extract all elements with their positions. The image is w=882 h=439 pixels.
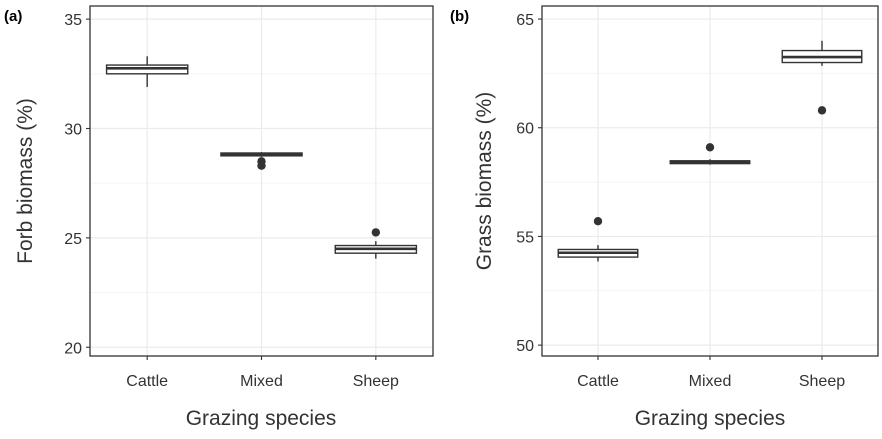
- y-tick-label: 65: [516, 12, 534, 29]
- outlier-point: [817, 106, 827, 115]
- panel-b-y-ticks: 50 55 60 65: [516, 12, 542, 355]
- y-tick-label: 35: [64, 12, 82, 29]
- panel-b-x-axis-title: Grazing species: [635, 407, 786, 430]
- y-tick-label: 25: [64, 231, 82, 248]
- panel-a-boxes: [105, 56, 418, 259]
- panel-b-box-mixed: [669, 143, 751, 165]
- panel-a-y-axis-title: Forb biomass (%): [14, 98, 37, 264]
- panel-b-y-axis-title: Grass biomass (%): [473, 92, 496, 271]
- y-tick-label: 30: [64, 122, 82, 139]
- panel-a-tag: (a): [4, 8, 22, 25]
- y-tick-label: 60: [516, 121, 534, 138]
- x-tick-label: Sheep: [799, 373, 845, 390]
- panel-a-x-axis-title: Grazing species: [186, 407, 337, 430]
- x-tick-label: Mixed: [689, 373, 732, 390]
- panel-a-box-sheep: [334, 228, 418, 259]
- panel-b: (b) 50 55 60 65 Cattle Mixed Sheep Grazing sp…: [450, 5, 879, 430]
- x-tick-label: Sheep: [353, 373, 399, 390]
- panel-a-box-mixed: [220, 152, 303, 170]
- panel-b-x-ticks: Cattle Mixed Sheep: [577, 356, 845, 390]
- panel-a-y-ticks: 20 25 30 35: [64, 12, 90, 357]
- panel-b-tag: (b): [450, 8, 469, 25]
- x-tick-label: Mixed: [240, 373, 283, 390]
- y-tick-label: 50: [516, 338, 534, 355]
- y-tick-label: 20: [64, 340, 82, 357]
- outlier-point: [593, 217, 603, 226]
- panel-a-box-cattle: [105, 56, 189, 87]
- outlier-point: [705, 143, 715, 152]
- panel-a: (a) 20 25 30 35 Cattle Mixed Sheep Grazing sp…: [4, 5, 434, 430]
- panel-b-gridlines: [542, 6, 878, 356]
- panel-b-box-sheep: [781, 40, 863, 115]
- x-tick-label: Cattle: [577, 373, 619, 390]
- outlier-point: [257, 157, 266, 166]
- x-tick-label: Cattle: [126, 373, 168, 390]
- panel-a-x-ticks: Cattle Mixed Sheep: [126, 356, 399, 390]
- panel-b-box-cattle: [557, 217, 639, 262]
- panel-b-boxes: [557, 40, 863, 262]
- outlier-point: [371, 228, 381, 237]
- y-tick-label: 55: [516, 229, 534, 246]
- panel-a-gridlines: [90, 6, 433, 356]
